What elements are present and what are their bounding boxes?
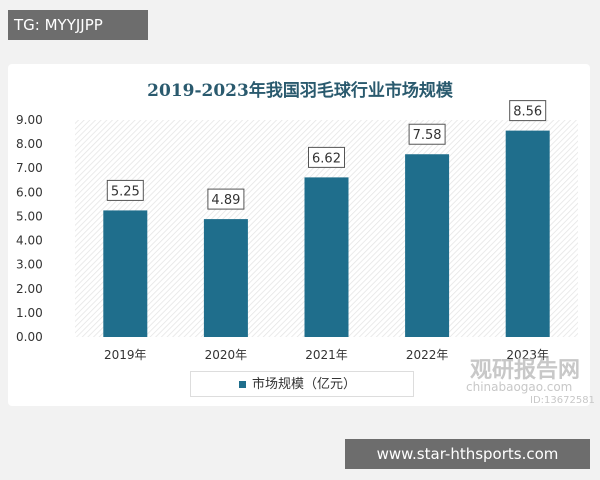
watermark-name: 观研报告网 — [470, 358, 581, 383]
y-tick-label: 4.00 — [16, 234, 43, 248]
data-label-box — [207, 188, 245, 210]
y-tick-label: 8.00 — [16, 137, 43, 151]
bar — [405, 154, 450, 337]
data-label: 7.58 — [413, 128, 442, 143]
tg-overlay: TG: MYYJJPP — [8, 10, 148, 40]
y-tick-label: 5.00 — [16, 209, 43, 223]
data-label-box — [408, 123, 446, 145]
x-tick-label: 2019年 — [104, 348, 147, 362]
y-tick-label: 9.00 — [16, 113, 43, 127]
watermark-id: ID:13672581 — [530, 395, 595, 406]
data-label: 5.25 — [111, 184, 140, 199]
chart-title: 2019-2023年我国羽毛球行业市场规模 — [147, 81, 453, 101]
y-tick-label: 2.00 — [16, 282, 43, 296]
x-tick-label: 2020年 — [205, 348, 248, 362]
bar — [304, 177, 349, 337]
x-tick-label: 2021年 — [305, 348, 348, 362]
legend-label: 市场规模（亿元） — [252, 377, 357, 392]
data-label: 6.62 — [312, 151, 341, 166]
data-label: 8.56 — [513, 105, 542, 120]
data-label: 4.89 — [211, 193, 240, 208]
bar — [203, 219, 248, 337]
y-tick-label: 7.00 — [16, 161, 43, 175]
data-label-box — [308, 146, 345, 168]
data-label-box — [509, 100, 547, 122]
data-label-box — [106, 179, 144, 201]
bar — [103, 210, 148, 337]
site-overlay[interactable]: www.star-hthsports.com — [345, 439, 590, 469]
y-tick-label: 1.00 — [16, 306, 43, 320]
x-tick-label: 2023年 — [506, 348, 549, 362]
x-tick-label: 2022年 — [406, 348, 449, 362]
watermark-url: chinabaogao.com — [466, 380, 573, 394]
y-tick-label: 6.00 — [16, 185, 43, 199]
y-tick-label: 3.00 — [16, 258, 43, 272]
legend: 市场规模（亿元） — [190, 371, 414, 397]
y-tick-label: 0.00 — [16, 330, 43, 344]
bar — [505, 130, 550, 337]
legend-swatch — [239, 381, 246, 388]
